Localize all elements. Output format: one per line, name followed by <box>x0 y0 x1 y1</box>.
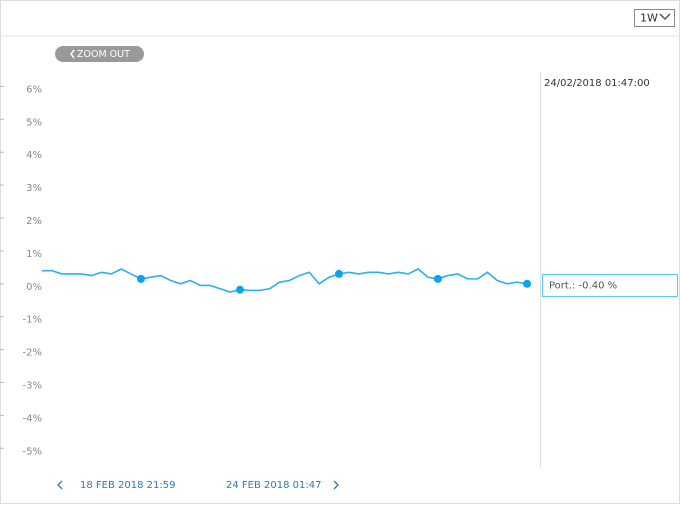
y-tick-label: -5% <box>23 446 42 457</box>
y-tick-label: 0% <box>26 282 42 293</box>
point <box>334 269 343 278</box>
range-selector[interactable]: 1W <box>634 9 675 27</box>
nav-start: 18 FEB 2018 21:59 <box>80 480 175 491</box>
crosshair-label: 24/02/2018 01:47:00 <box>544 78 650 89</box>
point <box>235 285 244 294</box>
y-tick-label: -2% <box>23 348 42 359</box>
y-tick-label: -4% <box>23 413 42 424</box>
range-label[interactable]: 1W <box>640 12 658 25</box>
y-tick-label: 3% <box>26 183 42 194</box>
y-tick-label: 4% <box>26 150 42 161</box>
y-tick-label: 1% <box>26 249 42 260</box>
nav-prev[interactable] <box>57 480 63 490</box>
y-tick-label: -3% <box>23 380 42 391</box>
nav-next[interactable] <box>333 480 339 490</box>
zoom-out-button[interactable]: ZOOM OUT <box>55 46 144 62</box>
zoom-icon[interactable] <box>70 49 75 59</box>
line <box>42 268 528 293</box>
zoom-button-bg[interactable] <box>55 46 144 62</box>
y-tick-label: 6% <box>26 84 42 95</box>
point <box>523 279 531 288</box>
range-box[interactable] <box>634 9 675 27</box>
y-tick-label: -1% <box>23 315 42 326</box>
y-tick-label: 5% <box>26 117 42 128</box>
nav-end: 24 FEB 2018 01:47 <box>226 480 321 491</box>
point <box>433 274 442 283</box>
zoom-label[interactable]: ZOOM OUT <box>77 49 130 60</box>
y-tick-label: 2% <box>26 216 42 227</box>
point <box>136 274 145 283</box>
dropdown-icon[interactable] <box>659 13 671 21</box>
tooltip-box <box>542 274 678 297</box>
tooltip: Port.: -0.40 % <box>549 281 617 292</box>
plot: -5% -4% -3% -2% -1% 0% 1% 2% 3% 4% 5% 6% <box>0 84 531 457</box>
